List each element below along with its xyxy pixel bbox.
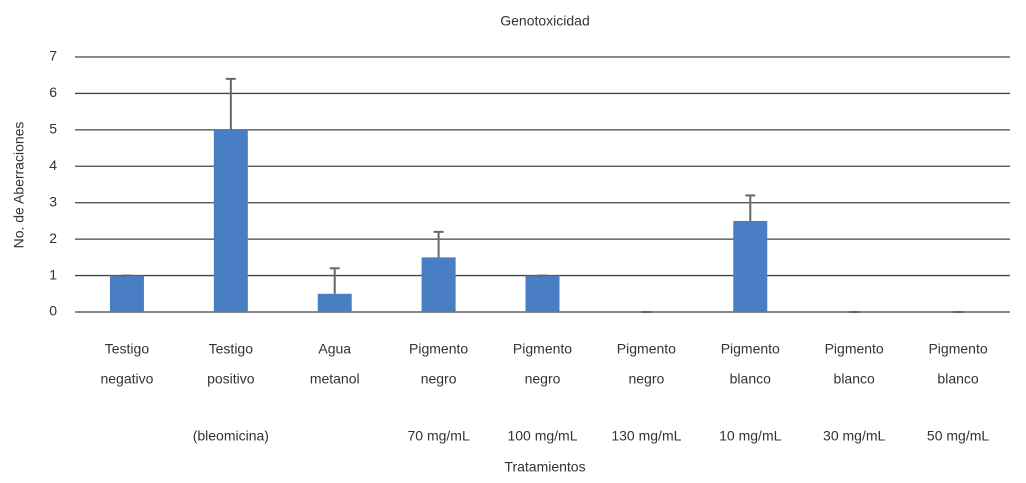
bar — [525, 275, 560, 312]
y-tick-label: 6 — [49, 84, 57, 100]
y-tick-label: 0 — [49, 303, 57, 319]
x-tick-label: Pigmento — [409, 341, 468, 357]
x-tick-label: Pigmento — [928, 341, 987, 357]
bar — [733, 220, 768, 312]
x-axis-label: Tratamientos — [504, 459, 585, 475]
x-tick-label: Pigmento — [617, 341, 676, 357]
bar — [109, 275, 144, 312]
x-tick-label: Pigmento — [721, 341, 780, 357]
x-tick-label: positivo — [207, 371, 255, 387]
x-tick-label: Pigmento — [513, 341, 572, 357]
x-tick-label: metanol — [310, 371, 360, 387]
y-tick-label: 5 — [49, 121, 57, 137]
x-tick-label: blanco — [834, 371, 875, 387]
x-tick-label: negro — [421, 371, 457, 387]
x-tick-label: Testigo — [105, 341, 150, 357]
y-tick-label: 1 — [49, 266, 57, 282]
x-tick-label: 70 mg/mL — [407, 428, 469, 444]
x-tick-label: 10 mg/mL — [719, 428, 781, 444]
x-tick-label: 50 mg/mL — [927, 428, 989, 444]
x-tick-label: negro — [628, 371, 664, 387]
bar — [421, 257, 456, 312]
x-tick-label: negro — [525, 371, 561, 387]
y-tick-label: 3 — [49, 193, 57, 209]
x-tick-label: 100 mg/mL — [507, 428, 577, 444]
x-tick-label: blanco — [937, 371, 978, 387]
x-tick-label: (bleomicina) — [193, 428, 269, 444]
bar — [213, 129, 248, 312]
y-tick-label: 2 — [49, 230, 57, 246]
chart-title: Genotoxicidad — [500, 13, 590, 29]
x-tick-label: Pigmento — [825, 341, 884, 357]
x-tick-label: Agua — [318, 341, 351, 357]
y-axis-label: No. de Aberraciones — [11, 122, 27, 249]
x-tick-label: Testigo — [209, 341, 254, 357]
x-tick-label: 130 mg/mL — [611, 428, 681, 444]
x-tick-label: negativo — [100, 371, 153, 387]
bar — [317, 293, 352, 312]
y-tick-label: 7 — [49, 48, 57, 64]
y-tick-label: 4 — [49, 157, 57, 173]
x-tick-label: blanco — [730, 371, 771, 387]
x-tick-label: 30 mg/mL — [823, 428, 885, 444]
